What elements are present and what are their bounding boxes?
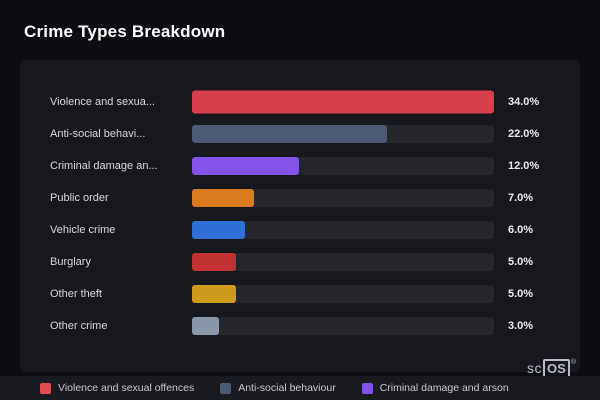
legend-label: Anti-social behaviour (238, 382, 336, 394)
category-label: Other crime (50, 320, 108, 332)
category-label: Criminal damage an... (50, 160, 158, 172)
legend-label: Violence and sexual offences (58, 382, 195, 394)
category-label: Violence and sexua... (50, 96, 155, 108)
bar-segment[interactable] (192, 253, 237, 271)
legend-item[interactable]: Anti-social behaviour (220, 382, 336, 394)
value-label: 22.0% (508, 128, 540, 140)
chart-row: Violence and sexua... 34.0% (50, 86, 552, 118)
category-label: Burglary (50, 256, 91, 268)
bar-track (192, 157, 494, 175)
bar-chart: Violence and sexua... 34.0% Anti-social be… (50, 86, 552, 342)
legend-swatch-icon (40, 382, 51, 394)
bar-segment[interactable] (192, 317, 219, 335)
value-label: 6.0% (508, 224, 534, 236)
category-label: Anti-social behavi... (50, 128, 146, 140)
page-title: Crime Types Breakdown (24, 22, 226, 41)
category-label: Vehicle crime (50, 224, 116, 236)
value-label: 12.0% (508, 160, 540, 172)
chart-row: Anti-social behavi... 22.0% (50, 118, 552, 150)
value-label: 3.0% (508, 320, 534, 332)
value-label: 5.0% (508, 256, 534, 268)
legend-item[interactable]: Criminal damage and arson (361, 382, 509, 394)
value-label: 5.0% (508, 288, 534, 300)
value-label: 34.0% (508, 96, 540, 108)
chart-row: Other theft 5.0% (50, 278, 552, 310)
legend-item[interactable]: Violence and sexual offences (40, 382, 194, 394)
category-label: Other theft (50, 288, 102, 300)
chart-row: Other crime 3.0% (50, 310, 552, 342)
chart-row: Burglary 5.0% (50, 246, 552, 278)
bar-segment[interactable] (192, 285, 237, 303)
registered-mark: ® (570, 359, 576, 366)
bar-track (192, 125, 494, 143)
chart-legend: Violence and sexual offences Anti-social … (0, 376, 600, 400)
category-label: Public order (50, 192, 109, 204)
chart-row: Vehicle crime 6.0% (50, 214, 552, 246)
chart-row: Criminal damage an... 12.0% (50, 150, 552, 182)
bar-track (192, 285, 494, 303)
bar-track (192, 189, 494, 207)
bar-track (192, 90, 494, 114)
bar-segment[interactable] (192, 90, 494, 114)
legend-label: Criminal damage and arson (379, 382, 509, 394)
logo-prefix: sc (527, 360, 543, 376)
bar-segment[interactable] (192, 189, 255, 207)
chart-card: Violence and sexua... 34.0% Anti-social be… (20, 60, 580, 372)
bar-track (192, 253, 494, 271)
legend-swatch-icon (361, 382, 373, 394)
chart-row: Public order 7.0% (50, 182, 552, 214)
bar-segment[interactable] (192, 157, 299, 175)
bar-segment[interactable] (192, 221, 246, 239)
bar-track (192, 317, 494, 335)
bar-track (192, 221, 494, 239)
bar-segment[interactable] (192, 125, 388, 143)
legend-swatch-icon (220, 382, 232, 394)
value-label: 7.0% (508, 192, 534, 204)
